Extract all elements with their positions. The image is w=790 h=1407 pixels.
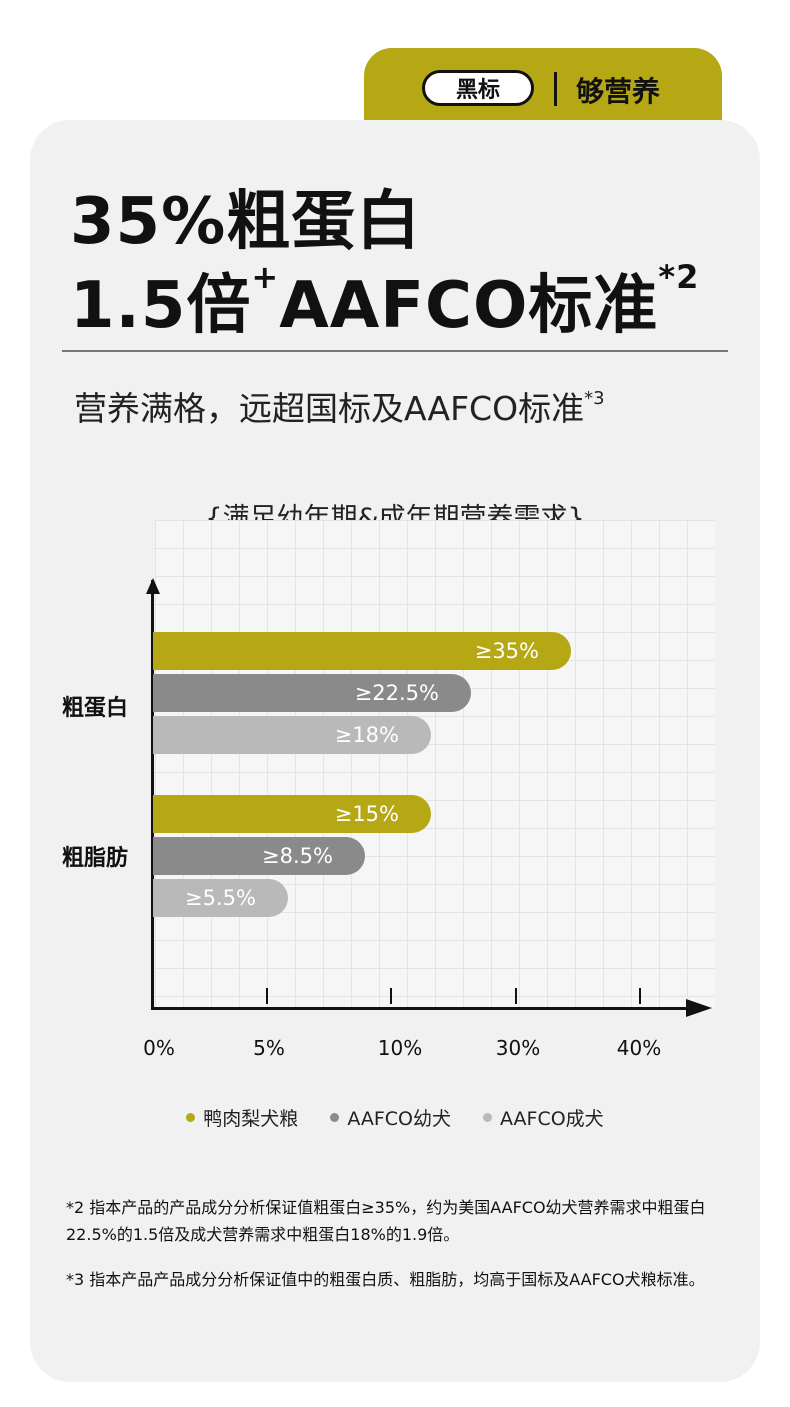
bar-value-label: ≥35% (474, 639, 539, 663)
bar-value-label: ≥22.5% (354, 681, 439, 705)
divider (62, 350, 728, 352)
x-tick-mark (266, 988, 268, 1004)
subtitle-footnote-mark: *3 (584, 388, 605, 409)
headline-standard: AAFCO标准 (279, 269, 659, 343)
bar-protein-series-1: ≥22.5% (153, 674, 471, 712)
legend-item: AAFCO成犬 (483, 1104, 604, 1131)
x-tick-mark (515, 988, 517, 1004)
subtitle-text: 营养满格，远超国标及AAFCO标准 (74, 389, 585, 428)
tab-divider (554, 72, 557, 106)
legend-dot (186, 1113, 196, 1122)
legend-dot (483, 1113, 492, 1122)
legend-dot (330, 1113, 340, 1122)
bar-value-label: ≥18% (334, 723, 399, 747)
category-label-protein: 粗蛋白 (62, 696, 129, 721)
chart-grid (155, 520, 715, 1008)
x-tick-label: 30% (495, 1036, 541, 1060)
headline-line-2: 1.5倍+AAFCO标准*2 (70, 254, 699, 346)
footnote-2: *2 指本产品的产品成分分析保证值粗蛋白≥35%，约为美国AAFCO幼犬营养需求… (66, 1198, 706, 1244)
x-tick-mark (390, 988, 392, 1004)
legend-label: 鸭肉梨犬粮 (203, 1108, 299, 1130)
x-axis-arrow (686, 999, 712, 1017)
x-tick-label: 40% (616, 1036, 662, 1060)
brand-tab: 黑标 够营养 (364, 48, 722, 134)
chart-legend: 鸭肉梨犬粮 AAFCO幼犬 AAFCO成犬 (0, 1104, 790, 1131)
bar-protein-series-2: ≥18% (153, 716, 431, 754)
headline-footnote-mark: *2 (658, 258, 700, 296)
x-axis (151, 1007, 691, 1010)
bar-fat-series-2: ≥5.5% (153, 879, 288, 917)
legend-label: AAFCO幼犬 (347, 1108, 451, 1130)
x-tick-label: 10% (377, 1036, 423, 1060)
black-label-badge: 黑标 (422, 70, 534, 106)
x-tick-mark (639, 988, 641, 1004)
headline-line-1: 35%粗蛋白 (70, 185, 422, 259)
category-label-fat: 粗脂肪 (62, 846, 129, 871)
footnote-3: *3 指本产品产品成分分析保证值中的粗蛋白质、粗脂肪，均高于国标及AAFCO犬粮… (66, 1270, 705, 1289)
bar-value-label: ≥15% (334, 802, 399, 826)
legend-label: AAFCO成犬 (500, 1108, 604, 1130)
x-tick-label: 0% (143, 1036, 175, 1060)
headline-plus: + (251, 258, 280, 296)
bar-value-label: ≥5.5% (185, 886, 256, 910)
bar-protein-series-0: ≥35% (153, 632, 571, 670)
tab-label: 够营养 (576, 75, 661, 108)
y-axis-arrow (146, 578, 160, 594)
subtitle: 营养满格，远超国标及AAFCO标准*3 (74, 382, 605, 430)
y-axis (151, 580, 154, 1010)
headline-multiplier: 1.5倍 (70, 269, 252, 343)
legend-item: AAFCO幼犬 (330, 1104, 451, 1131)
bar-fat-series-1: ≥8.5% (153, 837, 365, 875)
bar-fat-series-0: ≥15% (153, 795, 431, 833)
bar-value-label: ≥8.5% (262, 844, 333, 868)
legend-item: 鸭肉梨犬粮 (186, 1104, 298, 1131)
x-tick-label: 5% (253, 1036, 285, 1060)
